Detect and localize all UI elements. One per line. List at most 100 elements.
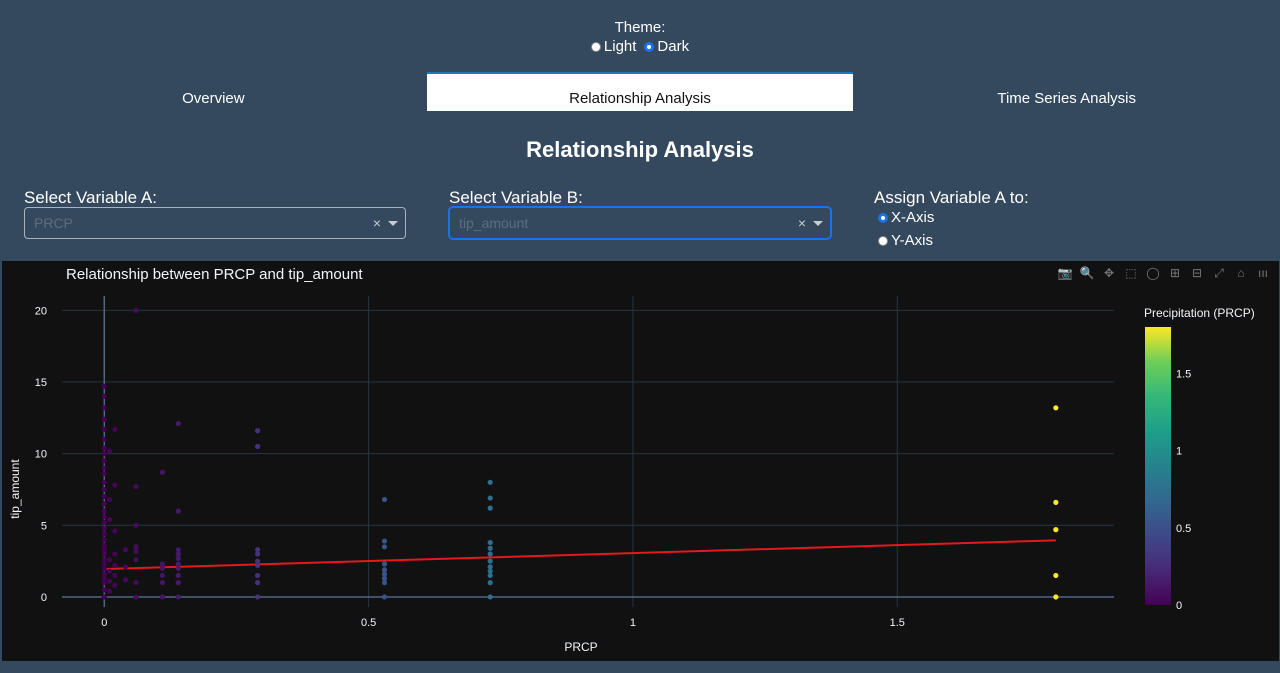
scatter-point[interactable] bbox=[254, 443, 261, 450]
scatter-point[interactable] bbox=[133, 544, 139, 550]
tab-overview[interactable]: Overview bbox=[182, 89, 245, 107]
plotly-logo-icon[interactable]: ııı bbox=[1257, 266, 1268, 280]
scatter-point[interactable] bbox=[133, 548, 139, 554]
scatter-point[interactable] bbox=[101, 465, 107, 471]
theme-option-dark[interactable]: Dark bbox=[644, 38, 689, 55]
lasso-icon[interactable]: ◯ bbox=[1146, 266, 1160, 280]
scatter-point[interactable] bbox=[159, 565, 166, 571]
scatter-point[interactable] bbox=[159, 469, 166, 475]
scatter-point[interactable] bbox=[106, 448, 113, 454]
scatter-point[interactable] bbox=[175, 547, 181, 553]
scatter-point[interactable] bbox=[112, 426, 118, 432]
scatter-point[interactable] bbox=[487, 505, 493, 511]
clear-icon[interactable]: × bbox=[372, 215, 381, 231]
assign-x-axis[interactable]: X-Axis bbox=[878, 209, 934, 226]
tab-time-series-analysis[interactable]: Time Series Analysis bbox=[997, 89, 1136, 107]
scatter-point[interactable] bbox=[487, 545, 493, 551]
scatter-point[interactable] bbox=[254, 551, 261, 557]
scatter-point[interactable] bbox=[101, 537, 107, 543]
scatter-point[interactable] bbox=[112, 582, 118, 589]
scatter-point[interactable] bbox=[101, 486, 107, 493]
scatter-point[interactable] bbox=[122, 577, 129, 583]
radio-x-axis-icon[interactable] bbox=[878, 212, 888, 223]
scatter-point[interactable] bbox=[101, 479, 107, 485]
scatter-point[interactable] bbox=[106, 588, 113, 594]
scatter-point[interactable] bbox=[101, 405, 107, 411]
scatter-point[interactable] bbox=[487, 558, 493, 564]
scatter-point[interactable] bbox=[159, 580, 166, 586]
scatter-point[interactable] bbox=[112, 528, 118, 534]
scatter-point[interactable] bbox=[487, 479, 493, 485]
scatter-point[interactable] bbox=[101, 471, 107, 477]
scatter-point[interactable] bbox=[133, 307, 139, 313]
scatter-point[interactable] bbox=[101, 445, 107, 451]
scatter-point[interactable] bbox=[101, 542, 107, 548]
scatter-point[interactable] bbox=[106, 578, 113, 584]
scatter-point[interactable] bbox=[101, 426, 107, 432]
zoom-in-icon[interactable]: ⊞ bbox=[1169, 266, 1181, 280]
scatter-point[interactable] bbox=[159, 572, 166, 579]
scatter-point[interactable] bbox=[254, 562, 261, 569]
scatter-point[interactable] bbox=[106, 516, 113, 523]
scatter-point[interactable] bbox=[101, 494, 107, 500]
scatter-point[interactable] bbox=[101, 551, 107, 557]
scatter-point[interactable] bbox=[487, 564, 493, 570]
variable-b-dropdown[interactable]: tip_amount × bbox=[449, 207, 831, 239]
scatter-point[interactable] bbox=[381, 538, 388, 544]
scatter-point[interactable] bbox=[381, 561, 388, 567]
scatter-point[interactable] bbox=[175, 555, 181, 561]
scatter-point[interactable] bbox=[175, 572, 181, 579]
scatter-point[interactable] bbox=[101, 557, 107, 563]
scatter-point[interactable] bbox=[133, 484, 139, 490]
scatter-point[interactable] bbox=[106, 496, 113, 503]
scatter-point[interactable] bbox=[175, 420, 181, 427]
scatter-point[interactable] bbox=[101, 561, 107, 567]
scatter-point[interactable] bbox=[101, 451, 107, 457]
scatter-point[interactable] bbox=[487, 539, 493, 546]
scatter-point[interactable] bbox=[487, 568, 493, 574]
radio-y-axis-icon[interactable] bbox=[878, 235, 888, 246]
scatter-point[interactable] bbox=[122, 547, 129, 553]
scatter-point[interactable] bbox=[487, 580, 493, 586]
assign-y-axis[interactable]: Y-Axis bbox=[878, 232, 934, 249]
theme-option-light[interactable]: Light bbox=[590, 38, 636, 55]
box-select-icon[interactable]: ⬚ bbox=[1125, 266, 1137, 280]
scatter-point[interactable] bbox=[254, 580, 261, 586]
scatter-point[interactable] bbox=[101, 416, 107, 422]
zoom-icon[interactable]: 🔍 bbox=[1079, 266, 1095, 280]
scatter-point[interactable] bbox=[381, 567, 388, 573]
scatter-point[interactable] bbox=[487, 495, 493, 501]
scatter-point[interactable] bbox=[1053, 405, 1059, 411]
scatter-point[interactable] bbox=[133, 594, 139, 600]
scatter-point[interactable] bbox=[101, 525, 107, 531]
scatter-point[interactable] bbox=[112, 572, 118, 579]
reset-axes-icon[interactable]: ⌂ bbox=[1237, 266, 1245, 280]
scatter-point[interactable] bbox=[101, 501, 107, 507]
scatter-point[interactable] bbox=[101, 594, 107, 600]
scatter-point[interactable] bbox=[487, 594, 493, 600]
scatter-point[interactable] bbox=[175, 551, 181, 557]
scatter-point[interactable] bbox=[106, 557, 113, 563]
scatter-point[interactable] bbox=[112, 482, 118, 488]
scatter-point[interactable] bbox=[254, 428, 261, 434]
scatter-point[interactable] bbox=[101, 514, 107, 520]
scatter-point[interactable] bbox=[487, 572, 493, 579]
scatter-point[interactable] bbox=[381, 496, 388, 503]
scatter-point[interactable] bbox=[487, 551, 493, 557]
zoom-out-icon[interactable]: ⊟ bbox=[1191, 266, 1203, 280]
scatter-point[interactable] bbox=[101, 519, 107, 526]
scatter-point[interactable] bbox=[101, 458, 107, 464]
scatter-point[interactable] bbox=[101, 547, 107, 553]
scatter-point[interactable] bbox=[101, 383, 107, 389]
scatter-point[interactable] bbox=[1053, 572, 1059, 579]
scatter-point[interactable] bbox=[254, 572, 261, 579]
scatter-point[interactable] bbox=[381, 575, 388, 581]
scatter-point[interactable] bbox=[381, 544, 388, 550]
scatter-point[interactable] bbox=[133, 522, 139, 528]
scatter-point[interactable] bbox=[112, 551, 118, 557]
scatter-point[interactable] bbox=[175, 580, 181, 586]
scatter-point[interactable] bbox=[101, 565, 107, 571]
scatter-point[interactable] bbox=[101, 436, 107, 442]
scatter-point[interactable] bbox=[112, 562, 118, 569]
clear-icon[interactable]: × bbox=[797, 215, 806, 231]
